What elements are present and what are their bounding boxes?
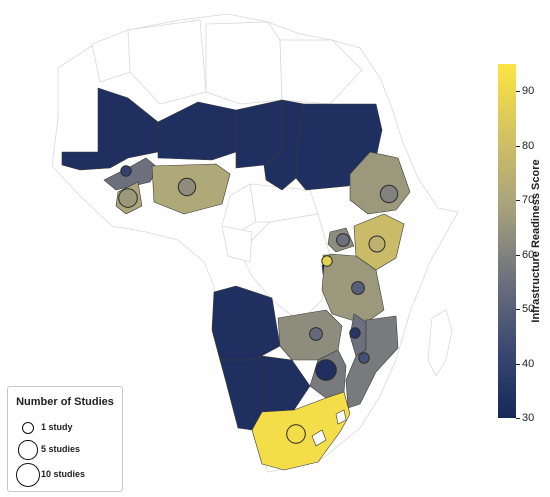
bubble-rwanda — [321, 255, 333, 267]
country-angola — [211, 285, 281, 361]
colorbar-tick-60: 60 — [522, 248, 535, 261]
bubble-mozambique — [358, 352, 370, 364]
bubble-south-africa — [286, 424, 306, 444]
colorbar — [498, 64, 516, 418]
colorbar-tick-30: 30 — [522, 412, 535, 424]
colorbar-tick-80: 80 — [522, 139, 535, 152]
bubble-zimbabwe — [315, 359, 337, 381]
madagascar-outline — [427, 309, 453, 377]
country-botswana — [261, 355, 311, 413]
bubble-ethiopia — [379, 184, 399, 204]
legend-marker-10-studies — [15, 462, 41, 488]
colorbar-label: Infrastructure Readiness Score — [530, 159, 542, 323]
colorbar-tick-40: 40 — [522, 357, 535, 370]
colorbar-tickmark-40 — [516, 363, 520, 365]
country-mali — [157, 101, 237, 161]
legend-label-10-studies: 10 studies — [41, 469, 86, 479]
bubble-ghana — [118, 188, 138, 208]
egypt-outline — [279, 39, 363, 105]
legend-box: Number of Studies 1 study 5 studies 10 s… — [7, 386, 123, 492]
gabon-outline — [221, 225, 253, 263]
libya-outline — [205, 21, 283, 105]
colorbar-tickmark-30 — [516, 418, 520, 419]
algeria-outline — [127, 19, 207, 105]
lesotho-shape — [311, 429, 327, 447]
colorbar-tickmark-70 — [516, 200, 520, 202]
country-namibia — [219, 355, 263, 431]
bubble-tanzania — [351, 281, 365, 295]
colorbar-tickmark-90 — [516, 91, 520, 93]
bubble-kenya — [368, 235, 386, 253]
colorbar-tickmark-50 — [516, 309, 520, 311]
bubble-burkina-faso — [120, 165, 132, 177]
bubble-nigeria — [177, 177, 197, 197]
legend-marker-1-study — [21, 421, 35, 435]
colorbar-tickmark-80 — [516, 145, 520, 147]
legend-label-5-studies: 5 studies — [41, 444, 81, 454]
cameroon-outline — [221, 183, 257, 233]
bubble-malawi — [349, 327, 361, 339]
legend-label-1-study: 1 study — [41, 422, 73, 432]
colorbar-tick-70: 70 — [522, 194, 535, 207]
colorbar-tick-90: 90 — [522, 85, 535, 98]
bubble-uganda — [336, 233, 350, 247]
legend-title: Number of Studies — [16, 396, 114, 408]
eswatini-shape — [335, 409, 347, 425]
country-mozambique — [345, 315, 399, 409]
colorbar-tickmark-60 — [516, 254, 520, 256]
colorbar-tick-50: 50 — [522, 303, 535, 316]
bubble-zambia — [309, 327, 323, 341]
legend-marker-5-studies — [18, 440, 38, 460]
